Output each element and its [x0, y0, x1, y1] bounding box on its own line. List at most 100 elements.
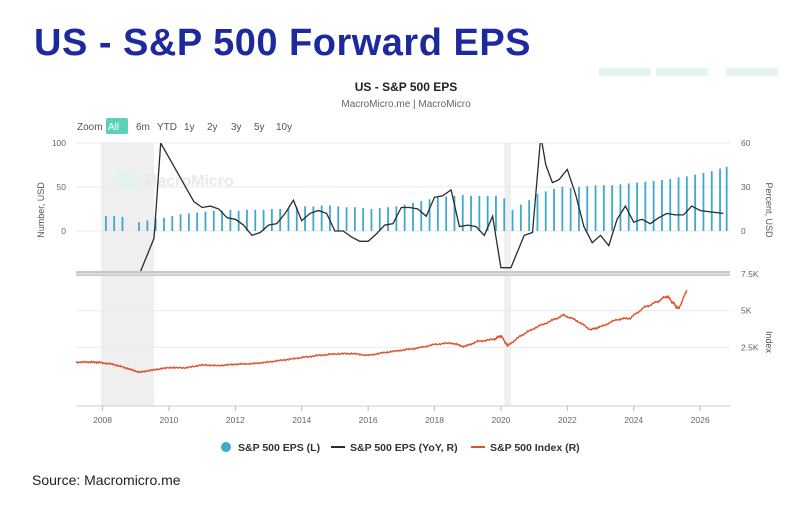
zoom-option-label[interactable]: YTD — [157, 122, 177, 133]
eps-bar — [212, 210, 215, 231]
zoom-option-10y[interactable]: 10y — [276, 122, 292, 133]
eps-bar — [196, 212, 199, 231]
eps-bar — [561, 187, 564, 231]
eps-bar — [254, 209, 257, 231]
page-headline: US - S&P 500 Forward EPS — [34, 22, 532, 64]
eps-bar — [121, 216, 124, 231]
faint-tab — [656, 68, 708, 76]
eps-bar — [345, 207, 348, 231]
bottom-panel-axes: 7.5K 5K 2.5K — [76, 269, 759, 352]
zoom-bar: Zoom All 6m YTD 1y 2y 3y 5y 10y — [77, 118, 292, 134]
eps-bar — [677, 177, 680, 231]
watermark-logo-icon — [116, 169, 138, 191]
x-tick-label: 2016 — [359, 415, 378, 425]
eps-bar — [229, 209, 232, 231]
eps-bar — [594, 185, 597, 231]
eps-bar — [412, 202, 414, 231]
zoom-option-2y[interactable]: 2y — [207, 122, 218, 133]
eps-bar — [138, 222, 140, 231]
faint-tab — [599, 68, 651, 76]
eps-bar — [694, 174, 697, 231]
zoom-option-6m[interactable]: 6m — [136, 122, 150, 133]
eps-bar — [287, 208, 290, 231]
eps-bars — [104, 166, 728, 231]
x-tick-label: 2014 — [292, 415, 311, 425]
eps-bar — [470, 195, 472, 231]
legend-item-1[interactable]: S&P 500 EPS (L) — [221, 442, 320, 454]
legend-item-2[interactable]: S&P 500 EPS (YoY, R) — [331, 442, 458, 454]
eps-bar — [270, 209, 273, 231]
index-line — [76, 289, 688, 374]
yoy-line — [138, 143, 724, 275]
zoom-option-label[interactable]: All — [108, 122, 119, 133]
eps-bar — [453, 195, 456, 231]
eps-bar — [179, 214, 182, 231]
eps-bar — [619, 184, 622, 231]
eps-bar — [685, 176, 688, 231]
eps-bar — [725, 166, 728, 231]
zoom-option-5y[interactable]: 5y — [254, 122, 265, 133]
eps-bar — [719, 168, 721, 231]
eps-bar — [486, 195, 489, 231]
eps-bar — [710, 171, 713, 231]
eps-bar — [221, 210, 223, 231]
legend-item-3[interactable]: S&P 500 Index (R) — [471, 442, 580, 454]
eps-bar — [627, 183, 630, 231]
legend-label[interactable]: S&P 500 EPS (L) — [238, 442, 320, 454]
zoom-option-label[interactable]: 6m — [136, 122, 150, 133]
eps-bar — [146, 220, 149, 231]
eps-bar — [702, 172, 705, 231]
zoom-option-label[interactable]: 5y — [254, 122, 265, 133]
eps-bar — [395, 206, 398, 231]
legend-marker-circle — [221, 442, 231, 452]
faint-tab — [726, 68, 778, 76]
eps-bar — [602, 185, 605, 231]
eps-bar — [304, 206, 306, 231]
eps-bar — [171, 216, 174, 231]
zoom-option-all[interactable]: All — [106, 118, 128, 134]
watermark-text: MacroMicro — [144, 173, 234, 190]
x-tick-label: 2020 — [491, 415, 510, 425]
eps-bar — [528, 200, 531, 231]
eps-bar — [187, 213, 190, 231]
eps-bar — [478, 195, 481, 231]
zoom-option-label[interactable]: 2y — [207, 122, 218, 133]
source-note: Source: Macromicro.me — [32, 472, 181, 488]
zoom-option-ytd[interactable]: YTD — [157, 122, 177, 133]
right-tick-label: 60 — [741, 138, 751, 148]
eps-bar — [370, 209, 373, 231]
zoom-option-label[interactable]: 1y — [184, 122, 195, 133]
x-tick-label: 2022 — [558, 415, 577, 425]
eps-bar — [204, 211, 207, 231]
eps-bar — [353, 207, 356, 231]
eps-bar — [636, 182, 638, 231]
eps-bar — [362, 208, 365, 231]
x-tick-label: 2024 — [624, 415, 643, 425]
eps-bar — [428, 199, 431, 231]
eps-bar — [661, 179, 663, 231]
x-axis-ticks: 2008 2010 2012 2014 2016 2018 2020 2022 2024 2026 — [93, 406, 710, 425]
eps-bar — [536, 194, 539, 231]
eps-bar — [511, 209, 514, 231]
bottom-right-tick-label: 2.5K — [741, 342, 759, 352]
zoom-option-1y[interactable]: 1y — [184, 122, 195, 133]
zoom-option-label[interactable]: 3y — [231, 122, 242, 133]
eps-bar — [436, 197, 439, 231]
legend-label[interactable]: S&P 500 Index (R) — [490, 442, 580, 454]
left-tick-label: 100 — [52, 138, 66, 148]
zoom-label: Zoom — [77, 122, 103, 133]
eps-bar — [329, 205, 331, 231]
eps-bar — [403, 204, 406, 231]
zoom-option-3y[interactable]: 3y — [231, 122, 242, 133]
bottom-right-tick-label: 5K — [741, 306, 752, 316]
zoom-option-label[interactable]: 10y — [276, 122, 292, 133]
eps-bar — [644, 181, 647, 231]
eps-bar — [337, 206, 340, 231]
chart-subtitle: MacroMicro.me | MacroMicro — [341, 99, 471, 110]
left-tick-label: 0 — [61, 226, 66, 236]
eps-bar — [553, 188, 555, 231]
eps-bar — [461, 194, 464, 231]
left-tick-label: 50 — [57, 182, 67, 192]
legend-label[interactable]: S&P 500 EPS (YoY, R) — [350, 442, 458, 454]
